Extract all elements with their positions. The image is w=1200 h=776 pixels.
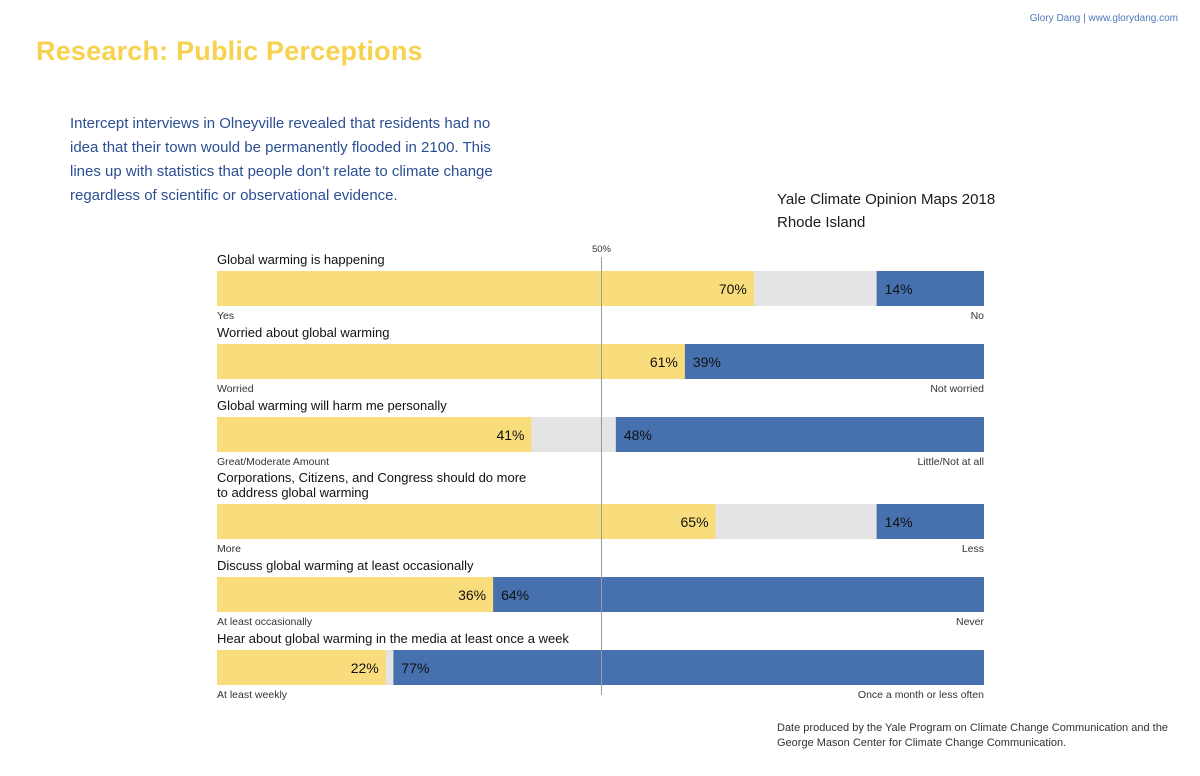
intro-paragraph: Intercept interviews in Olneyville revea…: [70, 115, 493, 204]
negative-bar: [615, 417, 984, 452]
positive-bar: [217, 650, 386, 685]
right-end-label: Not worried: [930, 383, 984, 395]
negative-bar: [684, 344, 984, 379]
positive-bar: [217, 417, 532, 452]
question-label: Hear about global warming in the media a…: [217, 631, 569, 646]
negative-bar: [493, 577, 984, 612]
chart-heading-region: Rhode Island: [777, 214, 866, 231]
negative-bar: [876, 271, 984, 306]
positive-value-label: 36%: [458, 587, 486, 603]
credit-text[interactable]: Glory Dang | www.glorydang.com: [1029, 13, 1178, 24]
source-footnote: Date produced by the Yale Program on Cli…: [777, 722, 1168, 749]
question-label: Global warming is happening: [217, 252, 385, 267]
positive-value-label: 65%: [681, 514, 709, 530]
negative-value-label: 64%: [501, 587, 529, 603]
question-label: Discuss global warming at least occasion…: [217, 558, 474, 573]
positive-value-label: 41%: [496, 427, 524, 443]
positive-bar: [217, 271, 754, 306]
right-end-label: Less: [962, 543, 984, 555]
chart-heading: Yale Climate Opinion Maps 2018 Rhode Isl…: [777, 188, 995, 234]
negative-value-label: 14%: [885, 281, 913, 297]
left-end-label: Great/Moderate Amount: [217, 456, 329, 468]
negative-bar: [876, 504, 984, 539]
question-label: to address global warming: [217, 485, 369, 500]
negative-value-label: 48%: [624, 427, 652, 443]
positive-value-label: 70%: [719, 281, 747, 297]
left-end-label: Worried: [217, 383, 254, 395]
positive-value-label: 61%: [650, 354, 678, 370]
question-label: Corporations, Citizens, and Congress sho…: [217, 470, 526, 485]
right-end-label: No: [971, 310, 985, 322]
negative-value-label: 77%: [401, 660, 429, 676]
positive-bar: [217, 344, 685, 379]
positive-bar: [217, 577, 494, 612]
negative-bar: [393, 650, 984, 685]
negative-value-label: 39%: [693, 354, 721, 370]
question-label: Global warming will harm me personally: [217, 398, 447, 413]
left-end-label: Yes: [217, 310, 234, 322]
chart-heading-source: Yale Climate Opinion Maps 2018: [777, 191, 996, 208]
left-end-label: More: [217, 543, 241, 555]
question-label: Worried about global warming: [217, 325, 389, 340]
right-end-label: Little/Not at all: [917, 456, 984, 468]
reference-line-label: 50%: [592, 244, 612, 255]
right-end-label: Once a month or less often: [858, 689, 984, 701]
left-end-label: At least weekly: [217, 689, 288, 701]
negative-value-label: 14%: [885, 514, 913, 530]
positive-value-label: 22%: [351, 660, 379, 676]
right-end-label: Never: [956, 616, 985, 628]
page-title: Research: Public Perceptions: [36, 36, 423, 66]
left-end-label: At least occasionally: [217, 616, 313, 628]
positive-bar: [217, 504, 716, 539]
